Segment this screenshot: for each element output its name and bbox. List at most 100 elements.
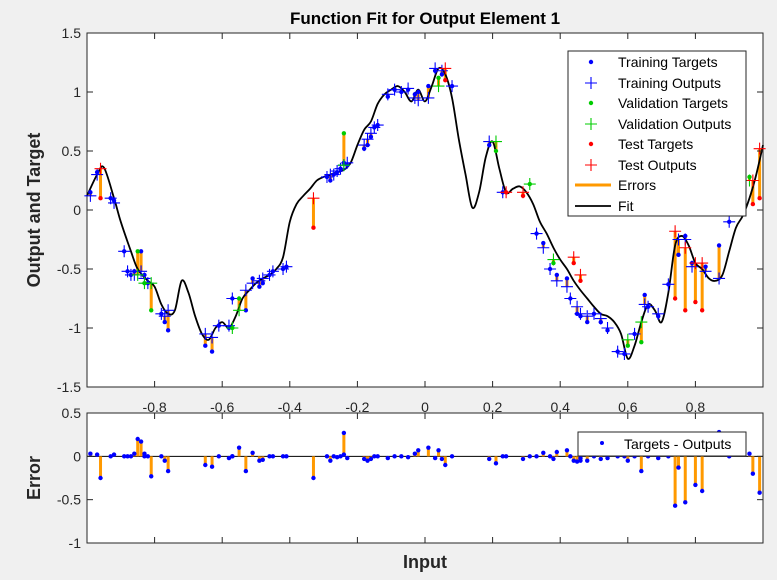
- training-output-marker: [212, 319, 225, 332]
- error-point: [284, 454, 289, 459]
- training-output-marker: [158, 310, 171, 323]
- training-target-point: [564, 276, 570, 281]
- validation-output-marker: [489, 135, 502, 148]
- error-point: [568, 454, 573, 459]
- training-output-marker: [368, 121, 381, 134]
- error-point: [547, 454, 553, 459]
- validation-output-marker: [337, 159, 350, 172]
- training-target-point: [416, 89, 421, 95]
- training-output-marker: [571, 300, 584, 313]
- y-tick-label: -1: [69, 535, 82, 551]
- error-point: [683, 500, 688, 505]
- test-target-point: [443, 78, 448, 83]
- error-point: [585, 458, 590, 463]
- error-point: [125, 454, 130, 459]
- training-output-marker: [320, 170, 333, 183]
- error-point: [443, 462, 448, 468]
- bottom-y-axis-label: Error: [24, 456, 44, 500]
- test-target-point: [699, 308, 705, 313]
- test-output-marker: [94, 162, 107, 175]
- x-tick-label: 0: [421, 399, 429, 415]
- error-point: [625, 458, 630, 463]
- error-point: [243, 468, 249, 474]
- error-point: [372, 454, 377, 459]
- y-tick-label: -0.5: [57, 261, 81, 277]
- error-point: [324, 454, 330, 459]
- x-tick-label: -0.6: [210, 399, 234, 415]
- training-target-point: [138, 249, 144, 254]
- training-output-marker: [618, 347, 631, 360]
- x-tick-label: 0.8: [686, 399, 706, 415]
- training-output-marker: [713, 272, 726, 285]
- validation-output-marker: [523, 178, 536, 191]
- validation-target-point: [341, 131, 347, 136]
- validation-output-marker: [145, 277, 158, 290]
- error-point: [209, 464, 215, 469]
- test-output-marker: [669, 225, 682, 238]
- training-target-point: [642, 292, 647, 298]
- error-point: [149, 474, 154, 479]
- training-output-marker: [280, 260, 293, 273]
- legend-targets-minus-outputs: Targets - Outputs: [624, 436, 731, 452]
- y-tick-label: 0.5: [62, 143, 82, 159]
- top-legend-box: [567, 50, 747, 217]
- top-axis-ticks: -0.8 -0.6 -0.4 -0.2 0 0.2 0.4 0.6 0.8 -1.5 -1 -0.5 0…: [57, 25, 763, 415]
- training-output-marker: [395, 86, 408, 98]
- error-point: [416, 448, 421, 453]
- error-point: [527, 454, 532, 459]
- validation-output-marker: [621, 333, 634, 346]
- error-point: [578, 458, 583, 463]
- error-point: [541, 450, 546, 456]
- legend-marker-test-output: [585, 159, 597, 171]
- training-output-marker: [429, 62, 442, 75]
- error-point: [750, 471, 756, 476]
- error-point: [111, 452, 117, 457]
- error-point: [230, 454, 235, 459]
- error-point: [554, 449, 560, 455]
- training-output-marker: [155, 307, 168, 320]
- error-point: [162, 458, 167, 463]
- y-tick-label: -0.5: [57, 492, 81, 508]
- error-point: [341, 452, 347, 457]
- training-output-marker: [446, 80, 459, 93]
- training-output-marker: [239, 284, 252, 297]
- validation-output-marker: [226, 322, 239, 334]
- training-output-marker: [84, 189, 97, 202]
- training-output-marker: [108, 196, 121, 209]
- error-point: [564, 448, 570, 453]
- y-tick-label: 1.5: [62, 25, 82, 41]
- test-output-marker: [439, 62, 452, 75]
- training-output-marker: [118, 245, 131, 258]
- error-point: [439, 456, 445, 462]
- training-output-marker: [594, 312, 607, 325]
- training-output-marker: [256, 272, 269, 285]
- error-point: [574, 459, 580, 464]
- test-output-marker: [753, 142, 766, 155]
- validation-target-point: [436, 75, 441, 81]
- error-point: [493, 461, 499, 466]
- test-target-point: [757, 196, 762, 201]
- top-plot-layer: [84, 62, 766, 360]
- error-point: [260, 457, 265, 462]
- legend-training-targets: Training Targets: [618, 54, 718, 70]
- error-point: [449, 454, 455, 459]
- error-point: [135, 436, 140, 442]
- error-point: [94, 452, 100, 457]
- error-point: [267, 454, 272, 459]
- error-point: [280, 454, 286, 459]
- y-tick-label: 1: [73, 84, 81, 100]
- bottom-legend: Targets - Outputs: [577, 431, 747, 457]
- training-output-marker: [341, 156, 354, 169]
- legend-validation-targets: Validation Targets: [618, 95, 728, 111]
- test-output-marker: [500, 186, 513, 199]
- error-point: [142, 454, 147, 459]
- legend-test-outputs: Test Outputs: [618, 157, 697, 173]
- training-output-marker: [408, 91, 421, 104]
- error-point: [236, 445, 242, 450]
- training-output-marker: [381, 88, 394, 101]
- error-point: [385, 455, 391, 461]
- test-target-point: [311, 225, 316, 230]
- error-point: [412, 451, 418, 456]
- training-target-point: [676, 252, 681, 258]
